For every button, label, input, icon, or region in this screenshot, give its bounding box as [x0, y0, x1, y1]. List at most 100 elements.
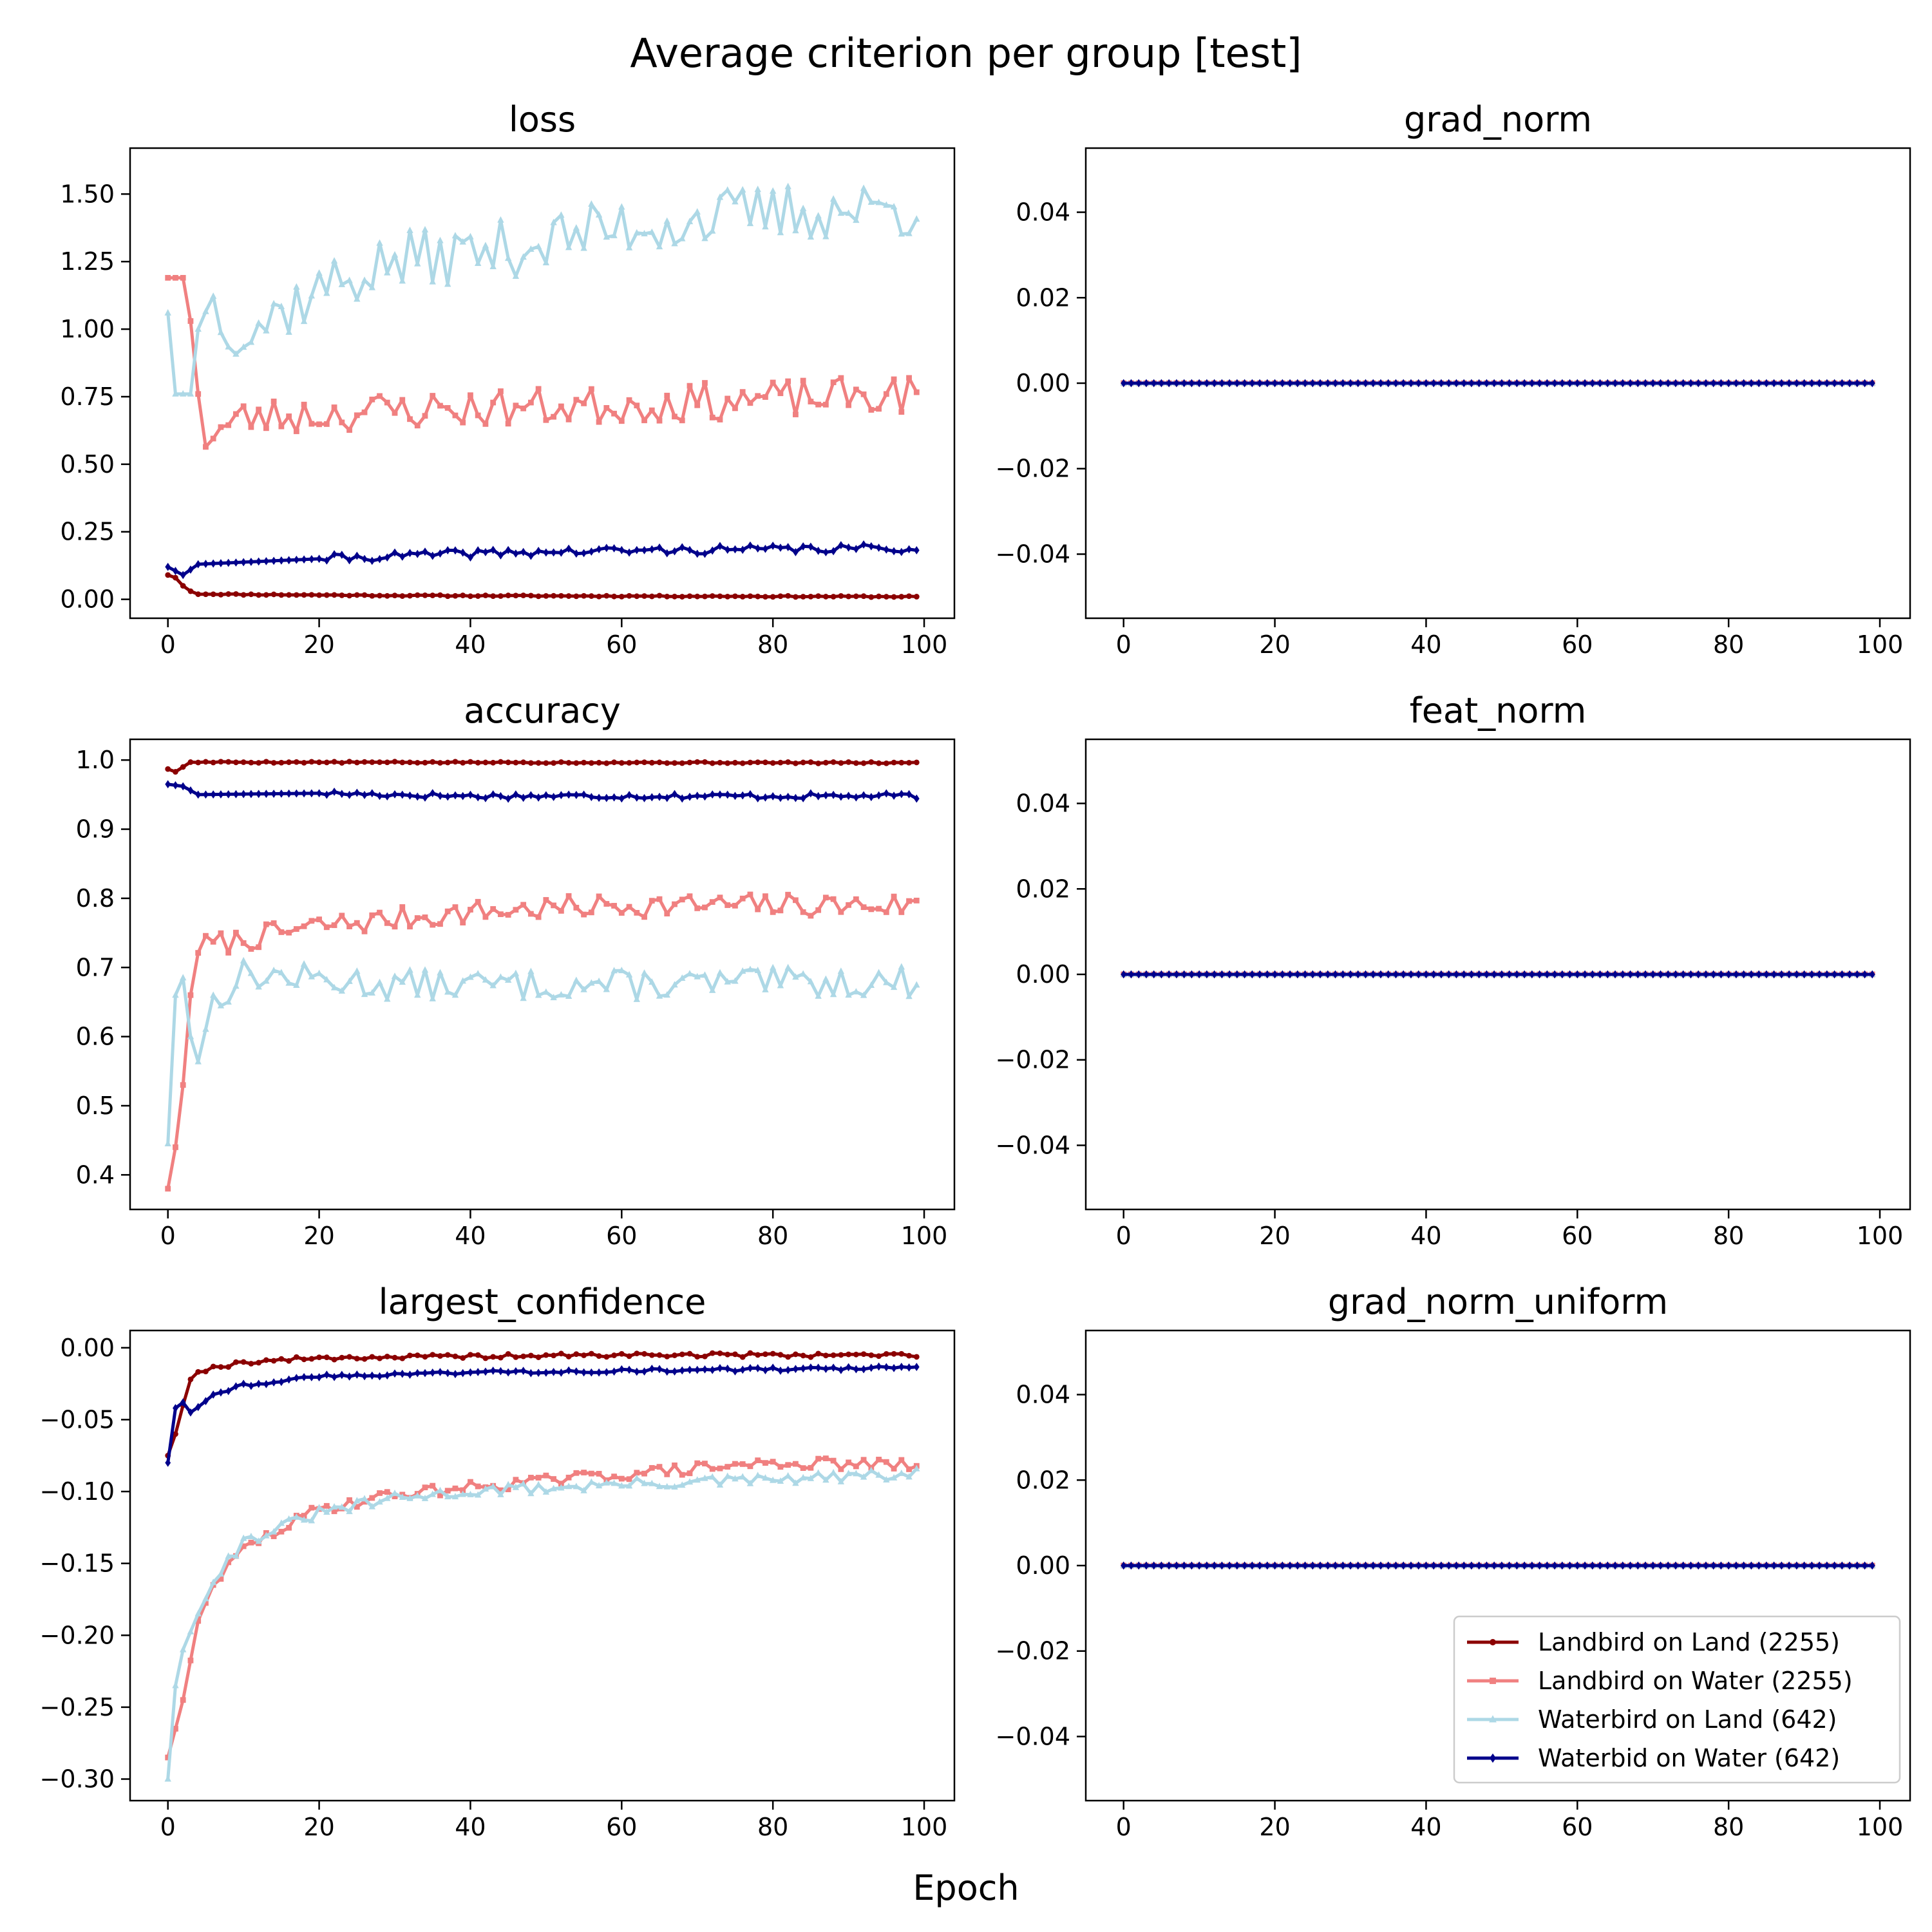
data-point	[232, 1552, 240, 1559]
data-point	[822, 1352, 829, 1359]
data-point	[1454, 970, 1459, 979]
data-point	[611, 410, 617, 417]
data-point	[1832, 379, 1837, 388]
data-point	[256, 1359, 262, 1366]
data-point	[860, 791, 867, 800]
data-point	[800, 794, 806, 802]
data-point	[1483, 1561, 1490, 1570]
y-tick-label: 0.7	[76, 953, 115, 981]
data-point	[180, 571, 186, 580]
data-point	[240, 1543, 247, 1549]
data-point	[384, 553, 390, 562]
data-point	[853, 760, 859, 766]
data-point	[1159, 970, 1164, 979]
data-point	[323, 1508, 330, 1515]
data-point	[1839, 970, 1845, 979]
data-point	[770, 594, 776, 600]
data-point	[808, 399, 814, 404]
x-tick-label: 0	[1116, 1222, 1132, 1250]
data-point	[278, 1356, 285, 1362]
data-point	[1778, 1561, 1785, 1570]
data-point	[422, 413, 428, 419]
data-point	[747, 790, 753, 799]
data-point	[535, 760, 542, 766]
data-point	[1370, 970, 1376, 979]
data-point	[444, 593, 451, 600]
data-point	[527, 592, 534, 599]
data-point	[701, 971, 708, 978]
data-point	[686, 970, 694, 977]
data-point	[891, 1466, 897, 1472]
data-point	[777, 1367, 784, 1375]
data-point	[1672, 1561, 1679, 1570]
data-point	[596, 593, 602, 600]
data-point	[739, 967, 746, 974]
data-point	[694, 1476, 701, 1483]
data-point	[573, 1351, 580, 1358]
data-point	[331, 1356, 337, 1363]
data-point	[308, 1373, 315, 1381]
data-point	[384, 759, 390, 766]
data-point	[218, 591, 224, 598]
data-point	[573, 976, 580, 983]
data-point	[1423, 1561, 1429, 1570]
data-point	[905, 992, 913, 999]
data-point	[588, 547, 594, 556]
data-point	[656, 1482, 663, 1490]
data-point	[611, 593, 617, 600]
data-point	[664, 1471, 670, 1477]
data-point	[603, 760, 610, 766]
data-point	[1589, 379, 1596, 388]
data-point	[468, 790, 473, 799]
data-point	[1393, 379, 1399, 388]
data-point	[1627, 1561, 1633, 1570]
data-point	[173, 1725, 178, 1732]
data-point	[649, 593, 655, 600]
data-point	[822, 232, 829, 240]
data-point	[611, 544, 617, 553]
data-point	[1416, 970, 1422, 979]
data-point	[755, 593, 761, 600]
data-point	[542, 988, 550, 995]
data-point	[339, 592, 345, 598]
data-point	[573, 224, 580, 231]
data-point	[202, 307, 209, 314]
data-point	[588, 200, 595, 207]
data-point	[634, 593, 640, 600]
data-point	[437, 402, 443, 409]
x-tick-label: 100	[1857, 630, 1904, 659]
data-point	[588, 593, 594, 599]
data-point	[195, 391, 202, 397]
data-point	[1612, 1561, 1618, 1570]
data-point	[384, 1371, 390, 1380]
data-point	[581, 549, 587, 558]
data-point	[762, 1474, 769, 1481]
data-point	[520, 405, 527, 412]
data-point	[346, 1497, 352, 1503]
data-point	[444, 792, 451, 801]
data-point	[429, 994, 436, 1001]
data-point	[1794, 379, 1800, 388]
data-point	[475, 1368, 481, 1376]
data-point	[875, 1471, 882, 1478]
data-point	[770, 909, 776, 915]
data-point	[1627, 379, 1633, 388]
data-point	[672, 901, 677, 907]
data-point	[331, 1508, 337, 1515]
y-tick-label: −0.02	[996, 1046, 1070, 1074]
figure-suptitle: Average criterion per group [test]	[630, 30, 1302, 77]
data-point	[687, 1470, 693, 1477]
data-point	[702, 549, 708, 558]
x-tick-label: 0	[160, 1813, 176, 1841]
data-point	[656, 792, 663, 801]
data-point	[679, 1351, 685, 1358]
data-point	[1309, 1561, 1316, 1570]
data-point	[513, 759, 519, 766]
x-tick-label: 40	[1410, 1813, 1441, 1841]
data-point	[1513, 970, 1520, 979]
data-point	[414, 991, 421, 998]
data-point	[687, 893, 693, 900]
data-point	[853, 1463, 859, 1470]
data-point	[800, 542, 806, 551]
data-point	[890, 983, 898, 990]
